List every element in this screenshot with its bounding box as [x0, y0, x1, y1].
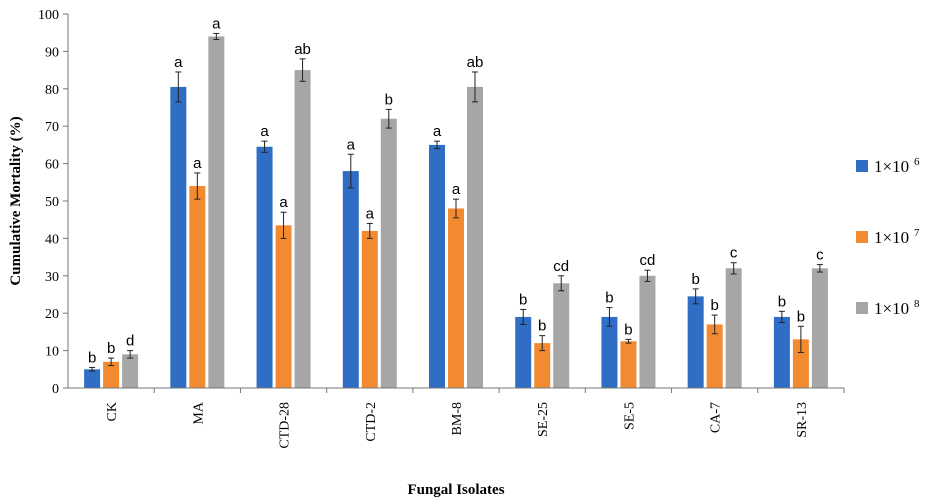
legend-label: 1×10	[874, 299, 909, 318]
significance-label: a	[279, 194, 288, 211]
bar	[601, 316, 618, 388]
x-tick-label: BM-8	[450, 402, 465, 435]
x-tick-label: CK	[105, 402, 120, 421]
y-tick-label: 100	[38, 8, 59, 23]
legend-label-exponent: 8	[914, 298, 920, 310]
bar	[620, 341, 637, 388]
significance-label: a	[174, 54, 183, 71]
bar	[122, 354, 139, 388]
significance-label: b	[605, 290, 613, 307]
significance-label: a	[452, 181, 461, 198]
y-tick-label: 20	[45, 307, 59, 322]
legend-swatch	[856, 231, 868, 243]
significance-label: cd	[640, 252, 656, 269]
y-axis-title: Cumulative Mortality (%)	[8, 116, 24, 285]
bar	[792, 339, 809, 388]
significance-label: a	[193, 155, 202, 172]
significance-label: a	[212, 15, 221, 32]
significance-label: ab	[467, 54, 484, 71]
significance-label: ab	[294, 41, 311, 58]
legend-swatch	[856, 302, 868, 314]
bar	[515, 316, 532, 388]
bar	[361, 230, 378, 388]
bar	[103, 361, 120, 388]
legend-label: 1×10	[874, 228, 909, 247]
bar	[639, 275, 656, 388]
significance-label: b	[385, 91, 393, 108]
x-axis-ticks: CK MA CTD-28 CTD-2 BM-8 SE-25 SE-5 CA-7 SR-13	[105, 388, 845, 449]
x-tick-label: SE-5	[622, 402, 637, 430]
legend-label: 1×10	[874, 157, 909, 176]
bar	[208, 36, 225, 388]
legend: 1×10 6 1×10 7 1×10 8	[856, 156, 920, 318]
significance-label: cd	[553, 258, 569, 275]
significance-label: b	[519, 291, 527, 308]
bar	[706, 324, 723, 388]
y-tick-label: 30	[45, 270, 59, 285]
significance-label: d	[126, 333, 134, 350]
bar	[294, 70, 311, 388]
x-tick-label: CA-7	[709, 402, 724, 433]
legend-label-exponent: 7	[914, 227, 920, 239]
bar	[725, 268, 742, 388]
bar	[275, 225, 292, 388]
y-tick-label: 40	[45, 232, 59, 247]
x-tick-label: SR-13	[795, 402, 810, 438]
bar	[84, 369, 101, 388]
significance-label: b	[691, 271, 699, 288]
y-tick-label: 60	[45, 158, 59, 173]
bar	[380, 118, 397, 388]
bar	[170, 86, 187, 389]
x-tick-label: CTD-28	[278, 402, 293, 449]
x-tick-label: SE-25	[536, 402, 551, 437]
significance-label: b	[710, 297, 718, 314]
significance-label: a	[433, 123, 442, 140]
bar	[448, 208, 464, 388]
y-tick-label: 80	[45, 83, 59, 98]
bar	[687, 296, 704, 388]
y-tick-label: 50	[45, 195, 59, 210]
x-tick-label: CTD-2	[364, 402, 379, 442]
bar	[189, 186, 206, 388]
significance-label: a	[347, 136, 356, 153]
y-tick-label: 0	[52, 382, 59, 397]
significance-label: b	[778, 293, 786, 310]
y-tick-label: 70	[45, 120, 59, 135]
legend-swatch	[856, 160, 868, 172]
significance-label: b	[624, 321, 632, 338]
bar	[811, 268, 828, 388]
bar	[467, 86, 483, 389]
y-tick-label: 90	[45, 45, 59, 60]
significance-label: b	[88, 349, 96, 366]
significance-label: a	[260, 123, 269, 140]
significance-label: c	[730, 245, 738, 262]
y-axis-ticks: 0 10 20 30 40 50 60 70 80 90 100	[38, 8, 68, 397]
bar	[773, 316, 790, 388]
x-tick-label: MA	[191, 401, 206, 424]
bar	[553, 283, 570, 388]
significance-label: b	[797, 308, 805, 325]
bar	[534, 343, 551, 388]
x-axis-title: Fungal Isolates	[407, 482, 504, 498]
significance-label: b	[538, 318, 546, 335]
bar	[342, 171, 359, 388]
significance-label: b	[107, 340, 115, 357]
significance-label: c	[816, 247, 824, 264]
y-tick-label: 10	[45, 345, 59, 360]
bar	[429, 144, 445, 388]
significance-label: a	[366, 205, 375, 222]
legend-label-exponent: 6	[914, 156, 920, 168]
bar	[256, 146, 273, 388]
